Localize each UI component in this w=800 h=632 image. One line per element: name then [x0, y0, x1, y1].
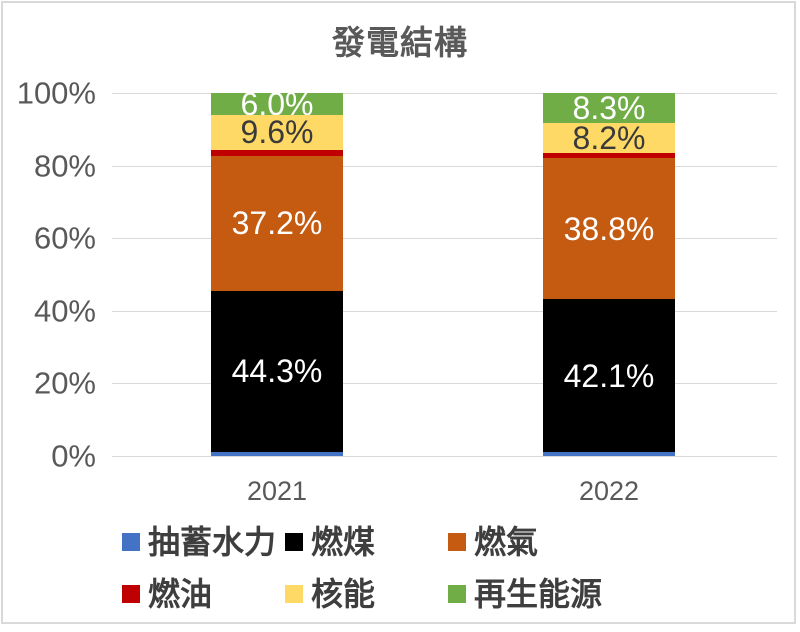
gridline [112, 165, 777, 167]
bar-segment-label: 38.8% [563, 210, 655, 247]
legend-swatch-icon [122, 585, 140, 603]
y-axis-tick-label: 100% [16, 75, 96, 111]
legend: 抽蓄水力 燃煤 燃氣燃油 核能 再生能源 [122, 520, 688, 616]
legend-label: 燃油 [148, 576, 213, 612]
bar-segment [211, 149, 343, 156]
bar-segment: 44.3% [211, 290, 343, 452]
bar-2022: 42.1% 38.8% 8.2% 8.3% [543, 90, 675, 456]
bar-segment [211, 451, 343, 456]
gridline [112, 93, 777, 94]
legend-label: 抽蓄水力 [148, 524, 277, 560]
bar-segment: 42.1% [543, 299, 675, 453]
gridline [112, 456, 777, 457]
legend-swatch-icon [285, 585, 303, 603]
bar-segment [543, 152, 675, 159]
legend-item: 抽蓄水力 [122, 520, 285, 564]
bar-segment-label: 9.6% [240, 114, 314, 151]
y-axis-tick-label: 80% [33, 148, 96, 184]
bar-segment-label: 8.3% [572, 90, 646, 127]
bar-segment-label: 6.0% [240, 85, 314, 122]
y-axis-tick-label: 60% [33, 220, 96, 256]
bar-segment-label: 44.3% [231, 353, 323, 390]
legend-label: 核能 [311, 576, 376, 612]
x-axis-label: 2022 [578, 476, 640, 506]
legend-swatch-icon [122, 533, 140, 551]
x-axis-label: 2021 [246, 476, 308, 506]
y-axis-tick-label: 0% [51, 438, 96, 474]
legend-label: 再生能源 [474, 576, 603, 612]
bar-segment: 6.0% [211, 88, 343, 120]
bar-segment: 8.3% [543, 90, 675, 127]
legend-label: 燃氣 [474, 524, 539, 560]
bar-2021: 44.3% 37.2% 9.6% 6.0% [211, 88, 343, 456]
legend-swatch-icon [448, 533, 466, 551]
legend-item: 再生能源 [448, 572, 688, 616]
legend-label: 燃煤 [311, 524, 376, 560]
bar-segment: 37.2% [211, 155, 343, 291]
legend-item: 燃煤 [285, 520, 448, 564]
gridline [112, 238, 777, 240]
gridline [112, 383, 777, 385]
legend-swatch-icon [285, 533, 303, 551]
bar-segment: 8.2% [543, 120, 675, 157]
plot-area: 44.3% 37.2% 9.6% 6.0% 42.1% 38.8% 8.2% 8.3% [112, 88, 777, 457]
chart-title: 發電結構 [332, 24, 468, 61]
bar-segment [543, 452, 675, 456]
legend-item: 燃油 [122, 572, 285, 616]
legend-swatch-icon [448, 585, 466, 603]
bar-segment-label: 37.2% [231, 205, 323, 242]
bar-segment-label: 8.2% [572, 120, 646, 157]
bar-segment-label: 42.1% [563, 357, 655, 394]
bar-segment: 9.6% [211, 114, 343, 151]
gridline [112, 310, 777, 312]
legend-item: 核能 [285, 572, 448, 616]
y-axis-tick-label: 20% [33, 365, 96, 401]
legend-item: 燃氣 [448, 520, 688, 564]
y-axis-tick-label: 40% [33, 293, 96, 329]
y-axis: 0% 20% 40% 60% 80% 100% [0, 78, 96, 472]
bar-segment: 38.8% [543, 158, 675, 300]
